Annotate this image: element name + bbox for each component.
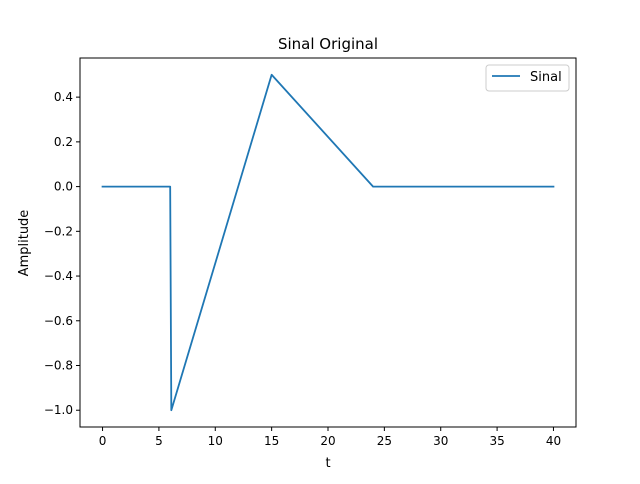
- y-axis-label: Amplitude: [17, 210, 32, 277]
- x-tick-label: 0: [99, 434, 107, 448]
- x-tick-label: 40: [546, 434, 561, 448]
- y-tick-label: −0.4: [44, 269, 73, 283]
- x-axis-label: t: [325, 456, 330, 471]
- series-layer: [101, 73, 555, 412]
- legend: Sinal: [485, 64, 570, 92]
- x-tick-label: 15: [264, 434, 279, 448]
- x-tick-label: 20: [320, 434, 335, 448]
- legend-frame: [485, 64, 570, 92]
- chart-title: Sinal Original: [278, 35, 378, 53]
- y-axis-ticks: −1.0 −0.8 −0.6 −0.4 −0.2 0.0 0.2 0.4: [44, 90, 80, 417]
- y-tick-label: 0.4: [54, 90, 73, 104]
- y-tick-label: −0.2: [44, 224, 73, 238]
- y-tick-label: 0.2: [54, 135, 73, 149]
- x-tick-label: 5: [155, 434, 163, 448]
- legend-label-sinal: Sinal: [530, 70, 562, 85]
- x-tick-label: 30: [433, 434, 448, 448]
- series-line-sinal: [101, 73, 555, 412]
- x-tick-label: 25: [377, 434, 392, 448]
- x-tick-label: 35: [489, 434, 504, 448]
- y-tick-label: −0.6: [44, 314, 73, 328]
- y-tick-label: −1.0: [44, 403, 73, 417]
- y-tick-label: 0.0: [54, 180, 73, 194]
- x-tick-label: 10: [208, 434, 223, 448]
- y-tick-label: −0.8: [44, 359, 73, 373]
- x-axis-ticks: 0 5 10 15 20 25 30 35 40: [99, 427, 561, 448]
